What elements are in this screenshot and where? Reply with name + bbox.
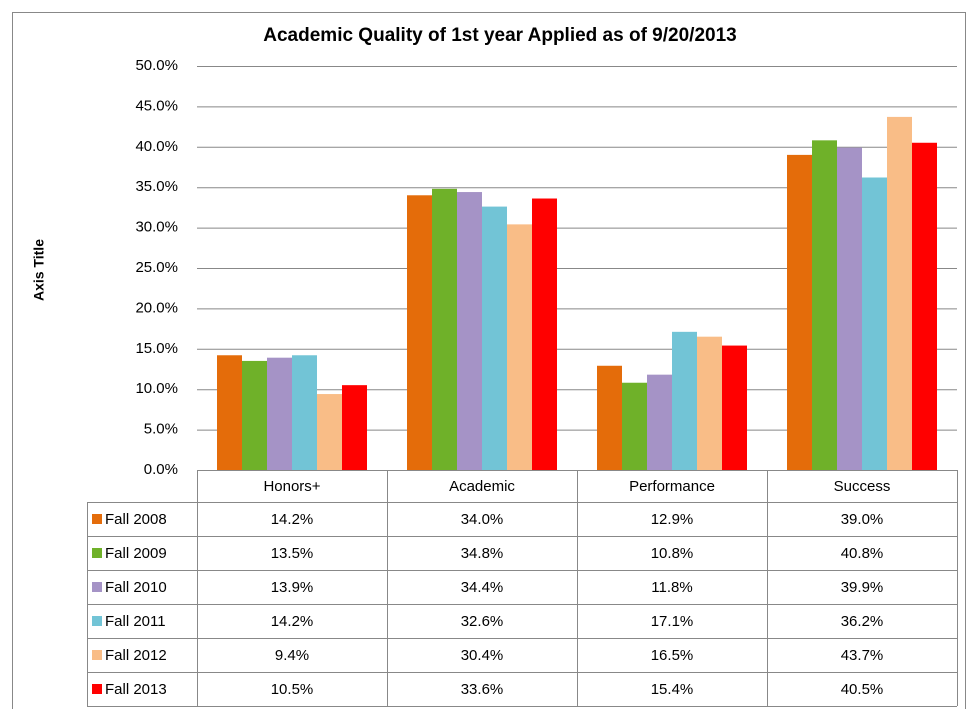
y-tick-label: 0.0% — [144, 461, 178, 478]
legend-key — [92, 514, 102, 524]
bar — [787, 154, 812, 470]
table-cell: 36.2% — [841, 613, 884, 630]
table-cell: 34.0% — [461, 511, 504, 528]
y-tick-label: 5.0% — [144, 421, 178, 438]
bar — [597, 365, 622, 470]
table-cell: 39.0% — [841, 511, 884, 528]
bar — [267, 357, 292, 470]
legend-key — [92, 548, 102, 558]
table-cell: 40.8% — [841, 545, 884, 562]
legend-label: Fall 2009 — [105, 545, 167, 562]
legend-key — [92, 684, 102, 694]
bar — [697, 336, 722, 470]
y-axis-title: Axis Title — [31, 239, 47, 301]
bar — [887, 116, 912, 471]
table-cell: 39.9% — [841, 579, 884, 596]
table-cell: 10.5% — [271, 681, 314, 698]
chart-title: Academic Quality of 1st year Applied as … — [263, 25, 736, 46]
table-cell: 9.4% — [275, 647, 309, 664]
legend-label: Fall 2008 — [105, 511, 167, 528]
bar — [457, 192, 482, 470]
table-cell: 16.5% — [651, 647, 694, 664]
table-cell: 13.5% — [271, 545, 314, 562]
legend-key — [92, 650, 102, 660]
bar — [912, 142, 937, 470]
legend-label: Fall 2013 — [105, 681, 167, 698]
y-tick-label: 45.0% — [135, 97, 178, 114]
bar — [242, 360, 267, 470]
legend-label: Fall 2011 — [105, 613, 166, 630]
bar — [407, 195, 432, 470]
y-tick-label: 40.0% — [135, 138, 178, 155]
legend-key — [92, 582, 102, 592]
bar — [812, 140, 837, 470]
bar — [622, 382, 647, 470]
legend-label: Fall 2010 — [105, 579, 167, 596]
table-cell: 34.4% — [461, 579, 504, 596]
y-tick-label: 50.0% — [135, 57, 178, 74]
bar — [217, 355, 242, 470]
x-tick-label: Honors+ — [263, 478, 320, 495]
bar — [672, 331, 697, 470]
x-tick-label: Academic — [449, 478, 515, 495]
y-tick-label: 35.0% — [135, 178, 178, 195]
bar — [482, 206, 507, 471]
bar — [342, 385, 367, 470]
bar — [507, 224, 532, 470]
table-cell: 32.6% — [461, 613, 504, 630]
table-cell: 34.8% — [461, 545, 504, 562]
y-tick-label: 25.0% — [135, 259, 178, 276]
table-cell: 33.6% — [461, 681, 504, 698]
table-cell: 13.9% — [271, 579, 314, 596]
table-cell: 40.5% — [841, 681, 884, 698]
x-tick-label: Performance — [629, 478, 715, 495]
y-tick-label: 15.0% — [135, 340, 178, 357]
table-cell: 10.8% — [651, 545, 694, 562]
bar — [532, 198, 557, 470]
bar — [862, 177, 887, 470]
x-tick-label: Success — [834, 478, 891, 495]
y-tick-label: 10.0% — [135, 380, 178, 397]
bar — [432, 188, 457, 471]
bar — [837, 147, 862, 470]
table-cell: 15.4% — [651, 681, 694, 698]
table-cell: 43.7% — [841, 647, 884, 664]
y-tick-label: 30.0% — [135, 219, 178, 236]
table-cell: 14.2% — [271, 613, 314, 630]
legend-label: Fall 2012 — [105, 647, 167, 664]
table-cell: 14.2% — [271, 511, 314, 528]
table-cell: 17.1% — [651, 613, 694, 630]
chart-frame — [12, 12, 966, 709]
bar — [722, 345, 747, 470]
table-cell: 12.9% — [651, 511, 694, 528]
table-cell: 11.8% — [651, 579, 692, 596]
table-cell: 30.4% — [461, 647, 504, 664]
bar — [317, 394, 342, 470]
y-tick-label: 20.0% — [135, 299, 178, 316]
bar — [292, 355, 317, 470]
legend-key — [92, 616, 102, 626]
bar — [647, 374, 672, 470]
